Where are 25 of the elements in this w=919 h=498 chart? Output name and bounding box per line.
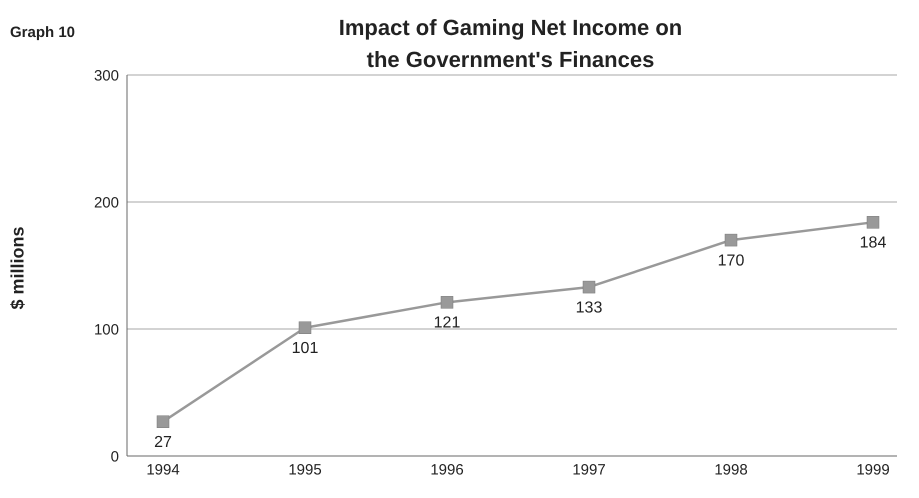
point — [724, 234, 738, 246]
data-label: 184 — [860, 234, 886, 252]
y-tick-label: 200 — [94, 194, 119, 212]
x-tick-label: 1997 — [572, 462, 606, 479]
x-tick-label: 1999 — [856, 462, 890, 479]
data-label: 101 — [292, 340, 318, 358]
x-tick-label: 1995 — [288, 462, 322, 479]
point — [866, 216, 880, 229]
data-label: 121 — [434, 314, 460, 332]
y-tick-label: 0 — [110, 448, 119, 466]
chart-title: Impact of Gaming Net Income on the Government's Finances — [338, 14, 683, 74]
point — [156, 415, 170, 428]
point — [582, 280, 596, 294]
data-label: 27 — [154, 434, 172, 452]
y-axis-title: $ millions — [8, 226, 28, 310]
x-tick-label: 1998 — [714, 462, 748, 479]
point — [298, 321, 312, 334]
x-tick-label: 1994 — [146, 462, 180, 479]
data-label: 133 — [576, 299, 602, 316]
caption: Graph 10 — [10, 24, 76, 41]
x-tick-label: 1996 — [430, 462, 464, 479]
y-tick-label: 300 — [94, 67, 119, 84]
data-label: 170 — [718, 252, 744, 270]
point — [440, 296, 454, 309]
y-tick-label: 100 — [94, 321, 119, 338]
